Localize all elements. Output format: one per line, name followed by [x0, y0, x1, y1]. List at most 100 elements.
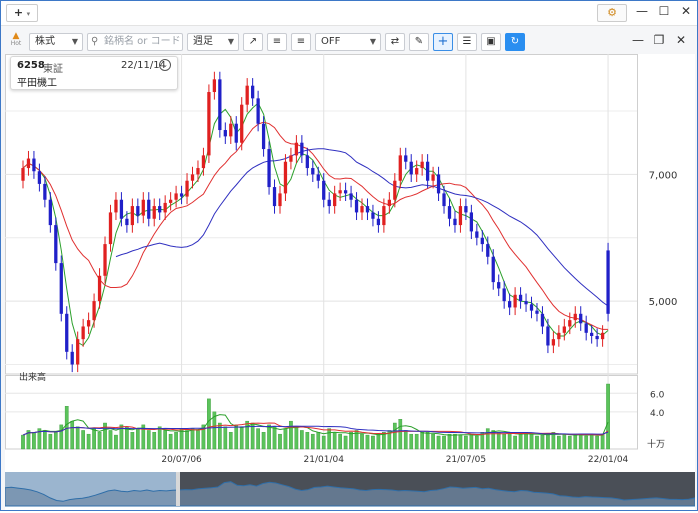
candle-body [431, 174, 435, 181]
candle-body [453, 218, 457, 226]
asset-type-select[interactable]: 株式 ▼ [29, 33, 83, 51]
volume-bar [398, 419, 403, 450]
candle-body [425, 161, 430, 181]
candle-body [300, 142, 304, 156]
period-select[interactable]: 週足 ▼ [187, 33, 239, 51]
candle-body [37, 171, 42, 184]
candle-body [393, 180, 397, 200]
volume-bar [551, 432, 556, 450]
volume-bar [518, 433, 523, 450]
hot-icon[interactable]: ▲ Hot [10, 31, 22, 47]
shuffle-button[interactable]: ⇄ [385, 33, 405, 51]
volume-bar [354, 430, 359, 450]
period-value: 週足 [193, 36, 213, 47]
volume-bar [146, 430, 151, 450]
minimize-window-button[interactable]: — [636, 4, 648, 18]
candle-body [179, 193, 184, 197]
candle-body [54, 225, 58, 264]
candle-body [371, 212, 375, 219]
volume-ma-long [22, 425, 609, 436]
candle-body [201, 155, 206, 169]
volume-bar [414, 433, 419, 450]
panel-restore-button[interactable]: ❐ [653, 33, 665, 47]
candle-body [354, 199, 359, 213]
volume-bar [425, 432, 430, 450]
volume-bar [190, 428, 195, 450]
market-label: 東証 [43, 64, 63, 75]
candle-body [557, 332, 561, 340]
draw-button[interactable]: ✎ [409, 33, 429, 51]
chevron-down-icon[interactable]: ⌄ [159, 59, 171, 71]
settings-button[interactable]: ⚙ [597, 4, 627, 22]
volume-bar [496, 432, 501, 450]
trend-line-button[interactable]: ↗ [243, 33, 263, 51]
volume-bar [125, 426, 129, 450]
screenshot-button[interactable]: ▣ [481, 33, 501, 51]
volume-bar [305, 432, 310, 450]
chart-area[interactable]: 5,000 7,000 20/07/06 21/01/04 21/07/05 22/01/… [4, 54, 696, 510]
candle-body [486, 244, 490, 257]
candle-body [32, 158, 36, 172]
volume-bar [360, 433, 364, 450]
panel-close-button[interactable]: ✕ [675, 33, 687, 47]
candle-body [136, 206, 140, 216]
volume-bar [458, 434, 463, 450]
volume-bar [201, 424, 206, 450]
candle-body [508, 301, 512, 308]
volume-bar [436, 435, 441, 450]
candle-body [513, 294, 517, 308]
add-button[interactable]: + ▾ [6, 4, 38, 22]
volume-bar [529, 433, 534, 450]
align-left-button[interactable]: ≡ [267, 33, 287, 51]
volume-bar [600, 433, 605, 450]
volume-bar [196, 430, 200, 450]
asset-type-value: 株式 [35, 36, 55, 47]
gear-icon: ⚙ [607, 6, 617, 19]
volume-bar [207, 398, 211, 450]
panel-minimize-button[interactable]: — [632, 33, 644, 47]
volume-bar [267, 424, 271, 450]
close-window-button[interactable]: ✕ [680, 4, 692, 18]
indicator-select[interactable]: OFF ▼ [315, 33, 381, 51]
price-chart[interactable]: 5,000 7,000 20/07/06 21/01/04 21/07/05 22/01/… [4, 54, 696, 510]
candle-body [409, 161, 413, 175]
volume-bar [92, 428, 96, 450]
candle-body [600, 332, 605, 340]
candle-body [311, 168, 315, 175]
price-panel-frame [5, 54, 638, 375]
volume-bar [431, 433, 435, 450]
candle-body [267, 149, 271, 188]
info-date: 22/11/14 [121, 60, 166, 71]
maximize-window-button[interactable]: ☐ [658, 4, 670, 18]
candle-body [26, 158, 31, 169]
align-right-button[interactable]: ≡ [291, 33, 311, 51]
volume-bar [135, 428, 140, 450]
volume-bar [272, 426, 277, 450]
volume-bar [163, 430, 168, 450]
volume-bar [447, 433, 452, 450]
candle-body [382, 206, 386, 226]
volume-bar [103, 422, 107, 450]
diagonal-arrow-icon: ↗ [248, 36, 258, 47]
volume-bar [239, 426, 244, 450]
volume-bar [535, 435, 539, 450]
volume-bar [70, 420, 75, 450]
refresh-button[interactable]: ↻ [505, 33, 525, 51]
volume-bar [59, 424, 64, 450]
chevron-down-icon: ▾ [26, 10, 31, 18]
volume-bar [595, 435, 599, 450]
volume-bar [469, 433, 474, 450]
volume-bar [289, 420, 293, 450]
list-button[interactable]: ☰ [457, 33, 477, 51]
volume-bar [26, 430, 31, 450]
volume-bar [81, 430, 85, 450]
candle-body [86, 320, 91, 327]
candle-body [223, 130, 227, 137]
candle-body [447, 206, 452, 219]
volume-bar [48, 433, 53, 450]
volume-bar [261, 432, 266, 450]
candle-body [458, 206, 463, 226]
hot-label: Hot [10, 40, 22, 47]
crosshair-button[interactable]: + [433, 33, 453, 51]
search-input[interactable]: ⚲ 銘柄名 or コード [87, 33, 183, 51]
